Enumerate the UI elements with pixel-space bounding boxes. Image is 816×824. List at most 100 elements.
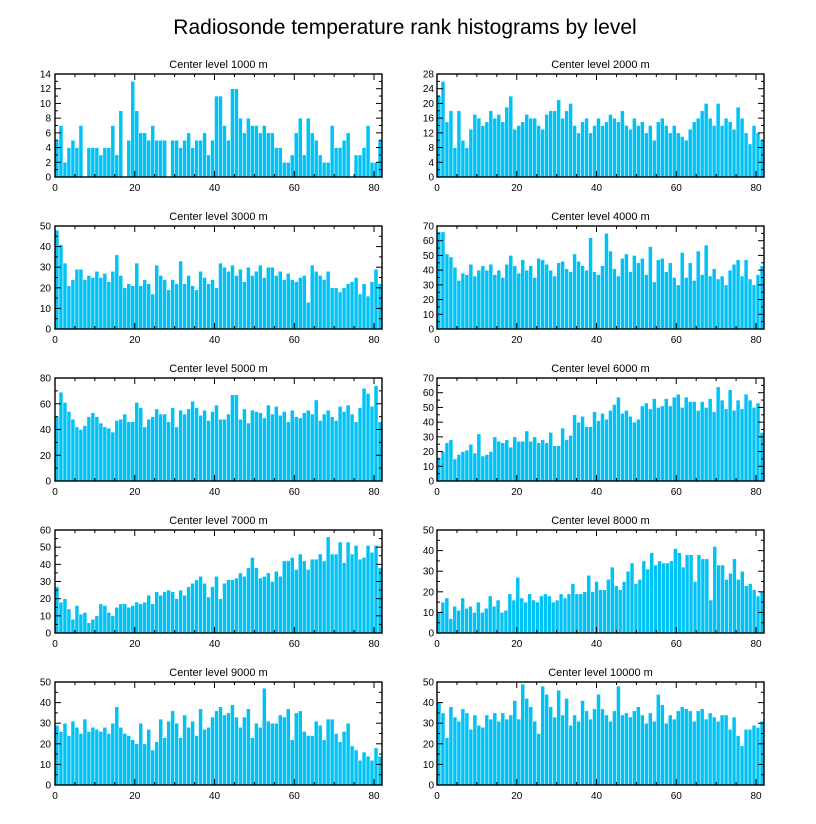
bar xyxy=(524,269,529,330)
bar xyxy=(536,442,541,482)
bar xyxy=(683,277,689,330)
bar xyxy=(341,139,347,178)
x-tick-label: 20 xyxy=(511,639,523,650)
bar xyxy=(648,408,653,482)
bar xyxy=(369,162,375,178)
bar xyxy=(548,269,553,330)
bar xyxy=(683,139,689,178)
bar xyxy=(636,262,641,330)
bar xyxy=(668,405,673,482)
bar xyxy=(218,598,223,634)
y-tick-label: 60 xyxy=(40,399,52,410)
bar xyxy=(86,275,92,330)
bar xyxy=(361,147,367,178)
bar xyxy=(608,720,613,786)
bar xyxy=(126,421,132,482)
bar xyxy=(170,139,175,178)
bar xyxy=(246,266,251,330)
bar xyxy=(584,117,589,178)
bar xyxy=(656,259,661,330)
bar xyxy=(94,416,100,482)
bar xyxy=(86,147,92,178)
bar xyxy=(516,441,522,482)
bar xyxy=(162,279,167,330)
x-tick-label: 80 xyxy=(750,183,762,194)
bar xyxy=(114,607,120,634)
bar xyxy=(266,572,271,634)
bar xyxy=(624,410,629,482)
bar xyxy=(262,277,267,330)
bar xyxy=(106,612,112,634)
bar xyxy=(480,612,485,634)
bar xyxy=(202,582,207,634)
bar xyxy=(154,741,159,786)
bar xyxy=(182,714,187,786)
bar xyxy=(687,128,693,178)
bar xyxy=(154,264,159,330)
bar xyxy=(242,408,247,482)
bar xyxy=(632,710,637,786)
bar xyxy=(178,589,183,634)
bar xyxy=(540,439,545,482)
bar xyxy=(464,274,470,330)
bar xyxy=(134,601,139,634)
bar xyxy=(286,708,291,786)
bar xyxy=(258,412,263,482)
bar xyxy=(102,727,108,786)
bar xyxy=(82,425,88,482)
bar xyxy=(524,114,529,178)
bar xyxy=(138,722,143,786)
bar xyxy=(194,289,199,330)
y-tick-label: 30 xyxy=(423,567,435,578)
bar xyxy=(130,421,136,482)
bar xyxy=(58,601,64,634)
bar xyxy=(210,716,215,786)
bar xyxy=(202,277,207,330)
bar xyxy=(146,283,151,330)
bar xyxy=(90,277,96,330)
bar xyxy=(262,576,267,634)
bar xyxy=(676,284,681,330)
bar xyxy=(246,117,251,178)
bar xyxy=(210,586,215,634)
bar xyxy=(594,581,599,634)
bar xyxy=(70,139,76,178)
bar xyxy=(528,706,533,786)
bar xyxy=(668,714,673,786)
bar xyxy=(747,729,753,786)
chart-panel-10: Center level 10000 m 0 20 40 60 80 0 10 20 30 40 50 xyxy=(423,667,765,802)
x-tick-label: 40 xyxy=(591,183,603,194)
bar xyxy=(250,557,255,634)
bar xyxy=(715,386,721,482)
x-tick-label: 0 xyxy=(434,487,440,498)
bar xyxy=(672,396,677,482)
bar xyxy=(755,132,761,178)
bar xyxy=(98,603,104,634)
bar xyxy=(321,162,327,178)
bar xyxy=(74,426,80,482)
bar xyxy=(333,287,339,330)
bar xyxy=(572,414,577,482)
bar xyxy=(644,132,649,178)
bar xyxy=(186,132,191,178)
x-tick-label: 0 xyxy=(52,335,58,346)
bar xyxy=(572,253,577,330)
x-tick-label: 40 xyxy=(591,791,603,802)
bar xyxy=(592,271,597,330)
bar xyxy=(138,603,143,634)
bar xyxy=(102,605,108,634)
bar xyxy=(78,733,84,786)
bar xyxy=(234,394,239,482)
bar xyxy=(556,262,561,330)
bar xyxy=(110,431,116,482)
bar xyxy=(126,735,132,786)
y-tick-label: 8 xyxy=(45,114,51,125)
bar xyxy=(282,162,287,178)
bar xyxy=(719,399,725,482)
bar xyxy=(660,405,665,482)
bar xyxy=(182,594,187,634)
bar xyxy=(664,722,669,786)
bar xyxy=(724,579,729,634)
bar xyxy=(234,577,239,634)
